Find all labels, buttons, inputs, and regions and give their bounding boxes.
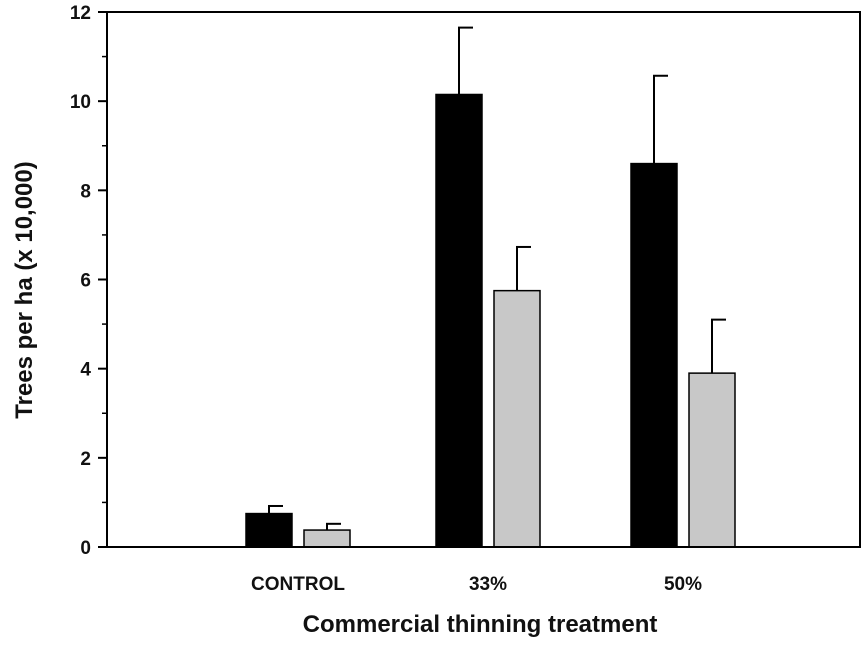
bar [245,512,293,548]
x-axis-title: Commercial thinning treatment [303,611,658,638]
x-tick-label: CONTROL [251,574,345,595]
y-tick-label: 0 [80,538,91,559]
plot-frame [106,11,861,548]
bar [630,162,678,548]
bar [493,289,541,548]
x-tick-label: 33% [469,574,507,595]
y-axis-title: Trees per ha (x 10,000) [11,161,38,418]
y-tick-label: 2 [80,449,91,470]
y-tick-label: 12 [70,3,91,24]
bar [688,372,736,548]
y-tick-label: 10 [70,92,91,113]
axes: 0 2 4 6 8 10 12 CONTROL 33% 50% [70,3,861,595]
y-tick-label: 4 [80,360,91,381]
y-tick-label: 6 [80,271,91,292]
bar [435,93,483,548]
x-tick-label: 50% [664,574,702,595]
y-tick-label: 8 [80,181,91,202]
bar [303,529,351,548]
plot-area [245,26,736,548]
